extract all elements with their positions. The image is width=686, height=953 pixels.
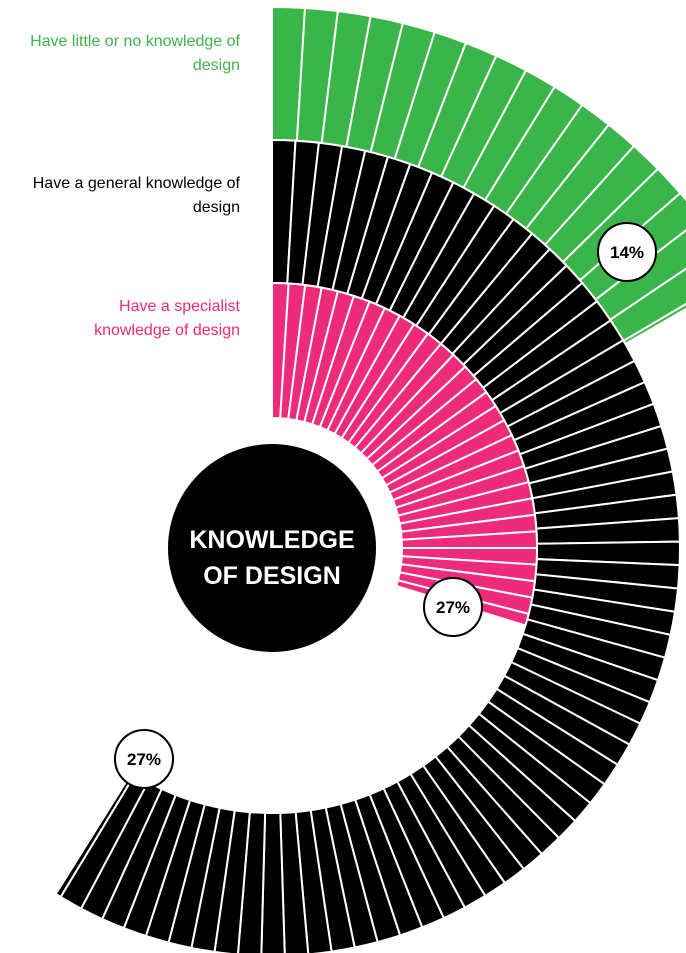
value-label-black: 27%	[127, 750, 161, 769]
value-badge-black: 27%	[114, 729, 174, 789]
value-badge-pink: 27%	[423, 577, 483, 637]
chart-title-line-1: KNOWLEDGE	[189, 526, 354, 554]
legend-label-general-knowledge: Have a general knowledge of design	[32, 175, 240, 216]
chart-title-line-2: OF DESIGN	[203, 562, 341, 590]
value-badge-green: 14%	[597, 222, 657, 282]
value-label-pink: 27%	[436, 598, 470, 617]
center-disc	[168, 444, 376, 652]
series-general-knowledge	[54, 138, 681, 953]
legend-label-specialist-knowledge: Have a specialist knowledge of design	[94, 298, 240, 339]
series-specialist-knowledge	[271, 281, 539, 627]
legend-label-little-knowledge: Have little or no knowledge of design	[30, 33, 240, 74]
value-label-green: 14%	[610, 243, 644, 262]
